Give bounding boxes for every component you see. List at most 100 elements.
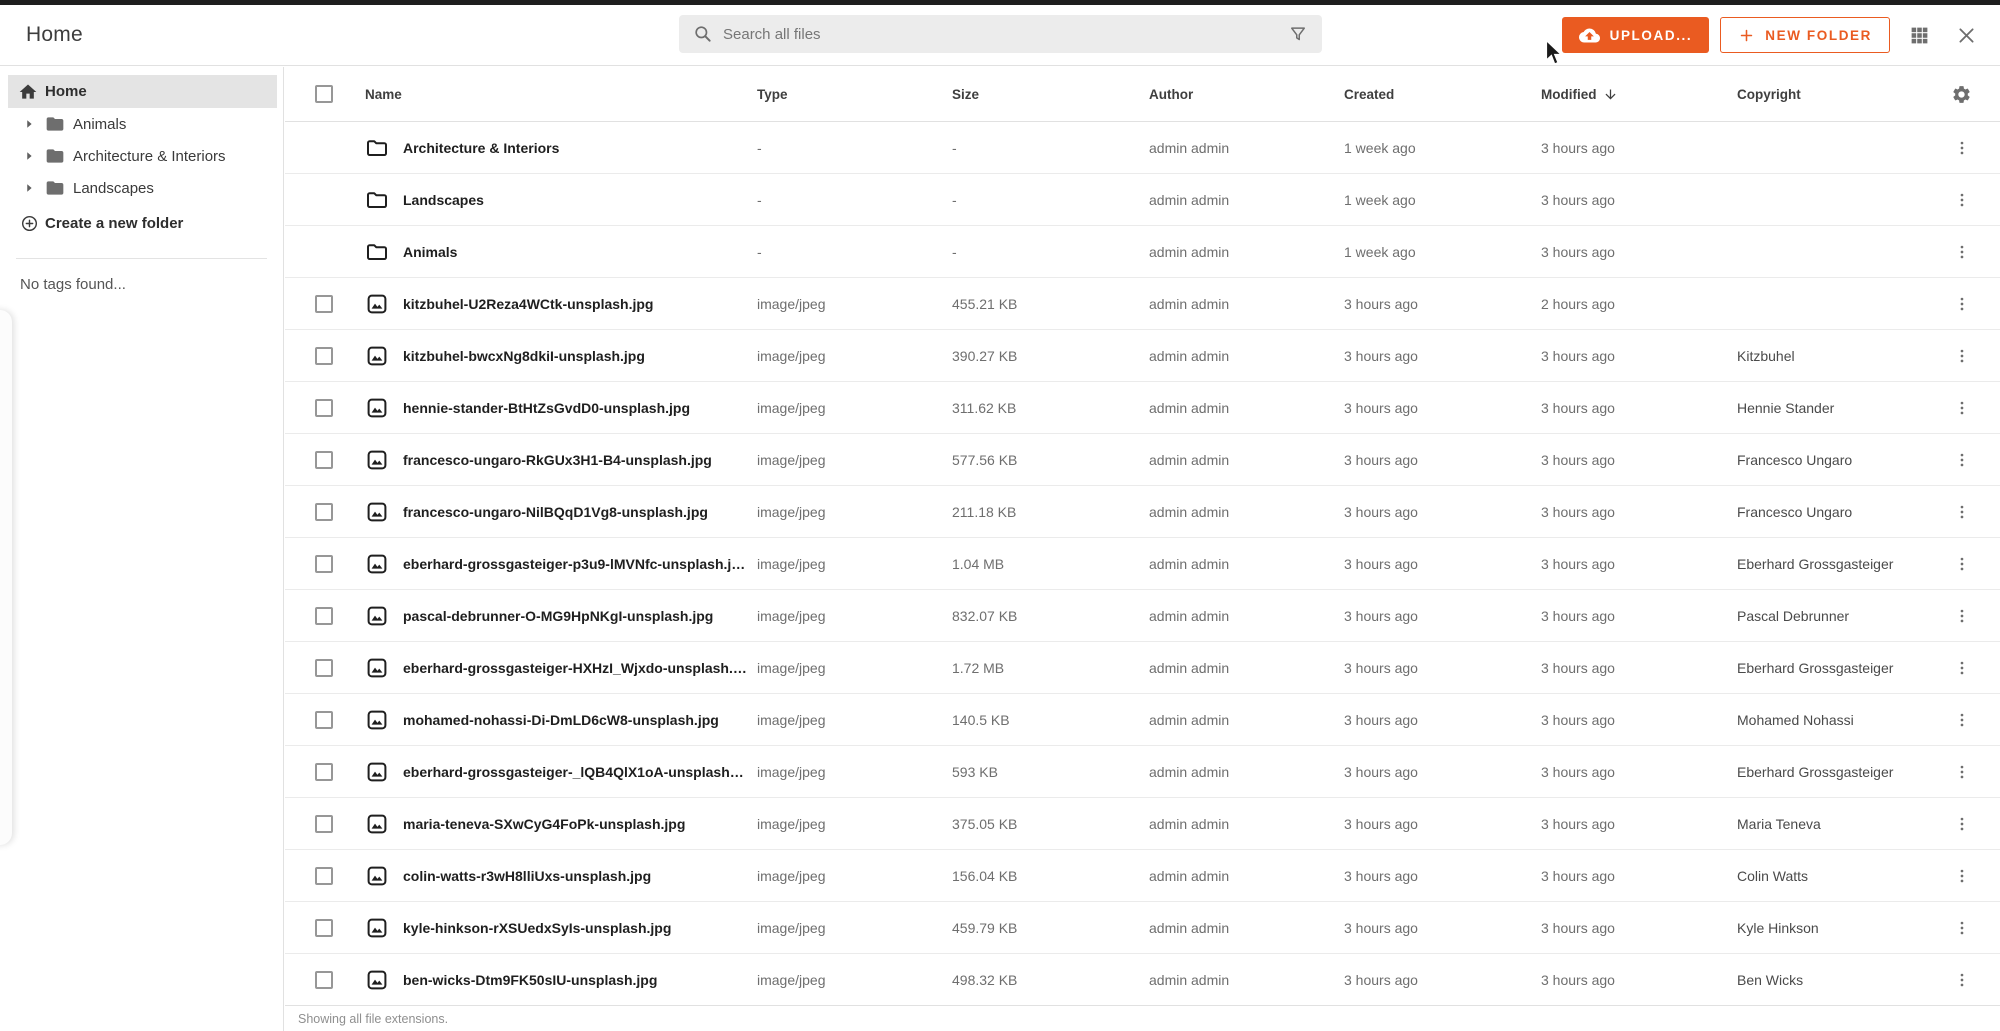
table-row[interactable]: Landscapes - - admin admin 1 week ago 3 … bbox=[285, 174, 2000, 226]
row-menu-icon[interactable] bbox=[1953, 190, 1971, 210]
row-checkbox[interactable] bbox=[315, 710, 333, 729]
file-created: 1 week ago bbox=[1344, 139, 1416, 156]
table-row[interactable]: eberhard-grossgasteiger-HXHzI_Wjxdo-unsp… bbox=[285, 642, 2000, 694]
row-checkbox[interactable] bbox=[315, 346, 333, 365]
file-created: 1 week ago bbox=[1344, 191, 1416, 208]
row-menu-icon[interactable] bbox=[1953, 918, 1971, 938]
column-header-name[interactable]: Name bbox=[365, 86, 402, 102]
file-copyright: Mohamed Nohassi bbox=[1737, 711, 1854, 728]
chevron-right-icon[interactable] bbox=[22, 149, 36, 163]
table-row[interactable]: mohamed-nohassi-Di-DmLD6cW8-unsplash.jpg… bbox=[285, 694, 2000, 746]
table-row[interactable]: ben-wicks-Dtm9FK50sIU-unsplash.jpg image… bbox=[285, 954, 2000, 1006]
row-checkbox[interactable] bbox=[315, 814, 333, 833]
table-row[interactable]: eberhard-grossgasteiger-_lQB4QlX1oA-unsp… bbox=[285, 746, 2000, 798]
table-row[interactable]: colin-watts-r3wH8lliUxs-unsplash.jpg ima… bbox=[285, 850, 2000, 902]
file-modified: 2 hours ago bbox=[1541, 295, 1615, 312]
column-header-created[interactable]: Created bbox=[1344, 86, 1395, 102]
table-row[interactable]: kitzbuhel-bwcxNg8dkiI-unsplash.jpg image… bbox=[285, 330, 2000, 382]
row-menu-icon[interactable] bbox=[1953, 658, 1971, 678]
file-type: image/jpeg bbox=[757, 607, 826, 624]
folder-icon bbox=[365, 188, 389, 212]
row-menu-icon[interactable] bbox=[1953, 450, 1971, 470]
table-row[interactable]: francesco-ungaro-NilBQqD1Vg8-unsplash.jp… bbox=[285, 486, 2000, 538]
table-row[interactable]: kitzbuhel-U2Reza4WCtk-unsplash.jpg image… bbox=[285, 278, 2000, 330]
filter-icon[interactable] bbox=[1288, 24, 1308, 44]
file-size: 498.32 KB bbox=[952, 971, 1018, 988]
sidebar-folder-item[interactable]: Architecture & Interiors bbox=[0, 140, 283, 172]
row-menu-icon[interactable] bbox=[1953, 346, 1971, 366]
search-bar[interactable] bbox=[679, 15, 1322, 53]
chevron-right-icon[interactable] bbox=[22, 181, 36, 195]
column-header-type[interactable]: Type bbox=[757, 86, 788, 102]
sidebar-folder-item[interactable]: Landscapes bbox=[0, 172, 283, 204]
row-menu-icon[interactable] bbox=[1953, 970, 1971, 990]
close-button[interactable] bbox=[1948, 17, 1984, 53]
create-folder-button[interactable]: Create a new folder bbox=[0, 206, 283, 240]
table-header: Name Type Size Author Created Modified C… bbox=[285, 67, 2000, 122]
file-modified: 3 hours ago bbox=[1541, 191, 1615, 208]
row-checkbox[interactable] bbox=[315, 398, 333, 417]
row-menu-icon[interactable] bbox=[1953, 242, 1971, 262]
table-row[interactable]: maria-teneva-SXwCyG4FoPk-unsplash.jpg im… bbox=[285, 798, 2000, 850]
grid-view-button[interactable] bbox=[1901, 17, 1937, 53]
row-menu-icon[interactable] bbox=[1953, 138, 1971, 158]
row-menu-icon[interactable] bbox=[1953, 710, 1971, 730]
chevron-right-icon[interactable] bbox=[22, 117, 36, 131]
select-all-checkbox[interactable] bbox=[315, 85, 333, 103]
file-copyright: Francesco Ungaro bbox=[1737, 451, 1853, 468]
row-menu-icon[interactable] bbox=[1953, 866, 1971, 886]
row-menu-icon[interactable] bbox=[1953, 398, 1971, 418]
file-type: - bbox=[757, 191, 762, 208]
file-author: admin admin bbox=[1149, 607, 1230, 624]
file-author: admin admin bbox=[1149, 971, 1230, 988]
file-type: image/jpeg bbox=[757, 763, 826, 780]
row-checkbox[interactable] bbox=[315, 294, 333, 313]
table-row[interactable]: Architecture & Interiors - - admin admin… bbox=[285, 122, 2000, 174]
row-menu-icon[interactable] bbox=[1953, 502, 1971, 522]
table-row[interactable]: kyle-hinkson-rXSUedxSyIs-unsplash.jpg im… bbox=[285, 902, 2000, 954]
row-checkbox[interactable] bbox=[315, 918, 333, 937]
table-row[interactable]: Animals - - admin admin 1 week ago 3 hou… bbox=[285, 226, 2000, 278]
file-size: 140.5 KB bbox=[952, 711, 1010, 728]
sidebar-item-home[interactable]: Home bbox=[8, 75, 277, 108]
row-checkbox[interactable] bbox=[315, 866, 333, 885]
file-author: admin admin bbox=[1149, 451, 1230, 468]
image-icon bbox=[365, 916, 389, 940]
new-folder-button[interactable]: NEW FOLDER bbox=[1720, 17, 1890, 53]
file-modified: 3 hours ago bbox=[1541, 919, 1615, 936]
file-copyright: Kitzbuhel bbox=[1737, 347, 1795, 364]
table-row[interactable]: francesco-ungaro-RkGUx3H1-B4-unsplash.jp… bbox=[285, 434, 2000, 486]
row-checkbox[interactable] bbox=[315, 658, 333, 677]
row-checkbox[interactable] bbox=[315, 502, 333, 521]
file-name: maria-teneva-SXwCyG4FoPk-unsplash.jpg bbox=[403, 815, 686, 832]
column-header-size[interactable]: Size bbox=[952, 86, 980, 102]
row-menu-icon[interactable] bbox=[1953, 294, 1971, 314]
table-row[interactable]: hennie-stander-BtHtZsGvdD0-unsplash.jpg … bbox=[285, 382, 2000, 434]
column-header-copyright[interactable]: Copyright bbox=[1737, 86, 1801, 102]
row-checkbox[interactable] bbox=[315, 606, 333, 625]
row-checkbox[interactable] bbox=[315, 970, 333, 989]
column-header-modified[interactable]: Modified bbox=[1531, 87, 1727, 102]
file-name: francesco-ungaro-RkGUx3H1-B4-unsplash.jp… bbox=[403, 451, 712, 468]
column-header-author[interactable]: Author bbox=[1149, 86, 1194, 102]
row-menu-icon[interactable] bbox=[1953, 814, 1971, 834]
row-checkbox[interactable] bbox=[315, 554, 333, 573]
file-created: 3 hours ago bbox=[1344, 763, 1418, 780]
file-name: francesco-ungaro-NilBQqD1Vg8-unsplash.jp… bbox=[403, 503, 708, 520]
sidebar-folder-item[interactable]: Animals bbox=[0, 108, 283, 140]
search-input[interactable] bbox=[723, 25, 1288, 43]
file-created: 3 hours ago bbox=[1344, 659, 1418, 676]
sidebar-divider bbox=[16, 258, 267, 259]
row-checkbox[interactable] bbox=[315, 450, 333, 469]
row-menu-icon[interactable] bbox=[1953, 606, 1971, 626]
table-row[interactable]: eberhard-grossgasteiger-p3u9-lMVNfc-unsp… bbox=[285, 538, 2000, 590]
image-icon bbox=[365, 500, 389, 524]
table-row[interactable]: pascal-debrunner-O-MG9HpNKgI-unsplash.jp… bbox=[285, 590, 2000, 642]
column-settings-gear-icon[interactable] bbox=[1951, 84, 1972, 105]
row-menu-icon[interactable] bbox=[1953, 762, 1971, 782]
upload-button[interactable]: UPLOAD... bbox=[1561, 17, 1710, 53]
file-created: 3 hours ago bbox=[1344, 399, 1418, 416]
row-checkbox[interactable] bbox=[315, 762, 333, 781]
cloud-upload-icon bbox=[1578, 25, 1600, 46]
row-menu-icon[interactable] bbox=[1953, 554, 1971, 574]
